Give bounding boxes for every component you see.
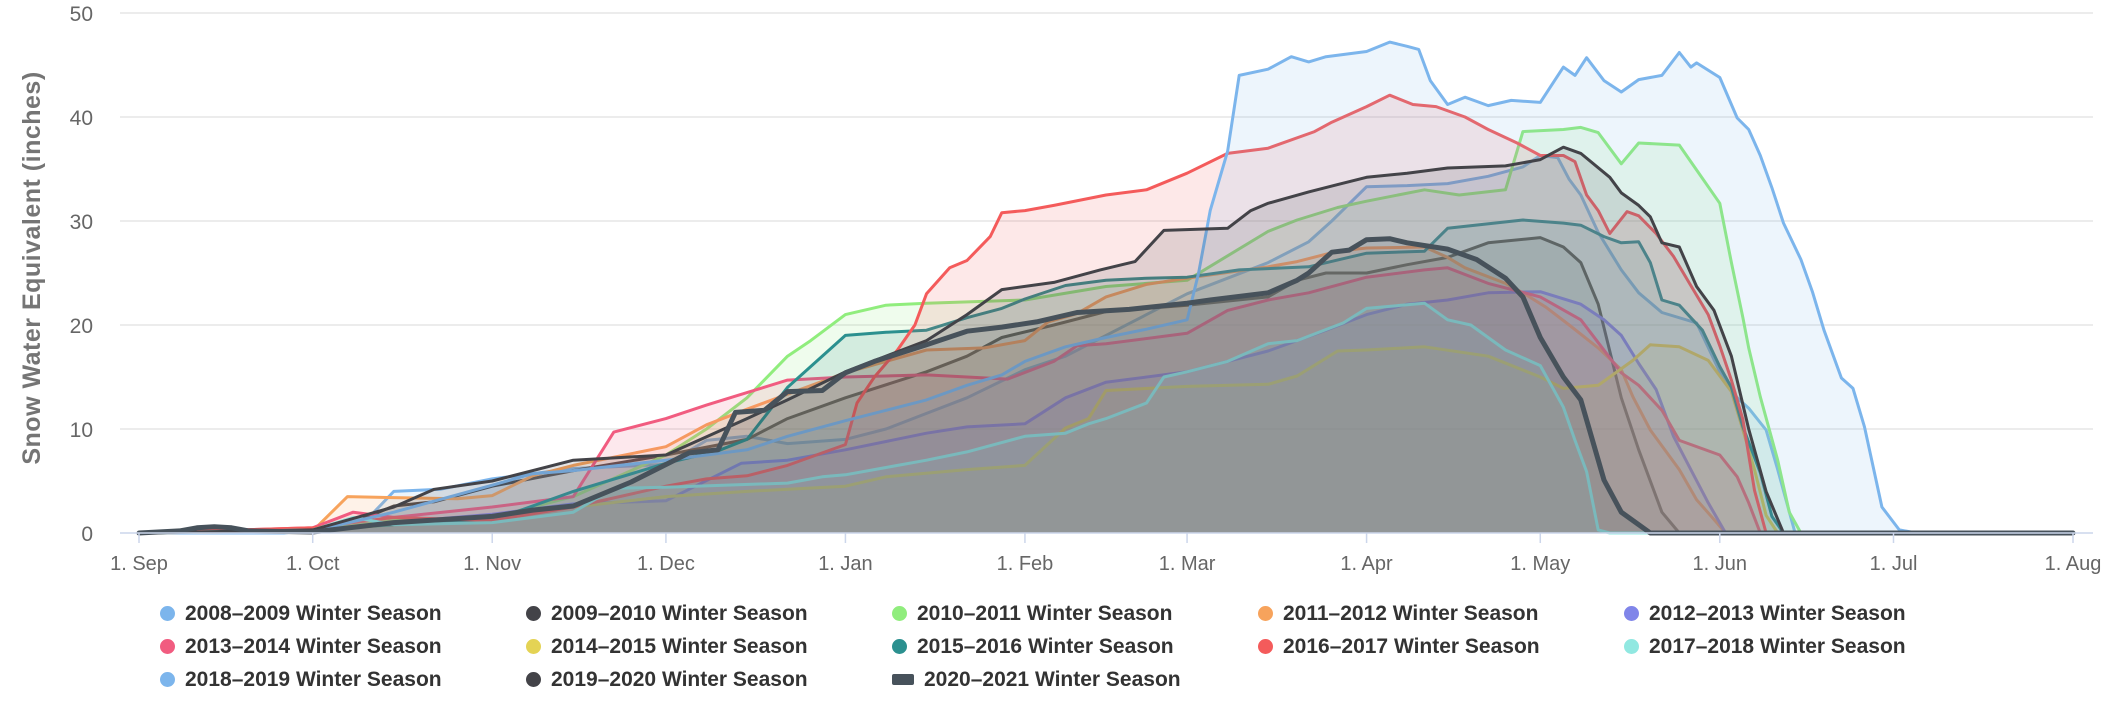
legend-label: 2009–2010 Winter Season (551, 601, 808, 625)
series-layer (136, 40, 2076, 536)
y-tick-label: 40 (70, 107, 93, 130)
legend-label: 2011–2012 Winter Season (1283, 601, 1539, 625)
legend-label: 2015–2016 Winter Season (917, 634, 1174, 658)
x-tick-label: 1. May (1510, 553, 1570, 575)
x-tick-label: 1. Dec (637, 553, 695, 575)
y-tick-label: 20 (70, 315, 93, 338)
legend-item[interactable]: 2010–2011 Winter Season (892, 597, 1258, 630)
x-tick-label: 1. Apr (1340, 553, 1393, 575)
legend-circle-marker-icon (160, 606, 175, 621)
legend-item[interactable]: 2020–2021 Winter Season (892, 663, 1258, 696)
legend-item[interactable]: 2016–2017 Winter Season (1258, 630, 1624, 663)
y-tick-label: 10 (70, 419, 93, 442)
x-tick-label: 1. Mar (1159, 553, 1216, 575)
legend-label: 2019–2020 Winter Season (551, 667, 808, 691)
y-tick-label: 0 (81, 523, 93, 546)
series-area (139, 267, 2073, 533)
x-tick-label: 1. Oct (286, 553, 340, 575)
legend-circle-marker-icon (526, 606, 541, 621)
legend-circle-marker-icon (1624, 639, 1639, 654)
x-tick-label: 1. Aug (2045, 553, 2102, 575)
legend-label: 2018–2019 Winter Season (185, 667, 442, 691)
legend-item[interactable]: 2019–2020 Winter Season (526, 663, 892, 696)
legend-item[interactable]: 2014–2015 Winter Season (526, 630, 892, 663)
series-line (137, 40, 2075, 535)
x-tick-label: 1. Jun (1693, 553, 1747, 575)
legend-label: 2008–2009 Winter Season (185, 601, 442, 625)
y-tick-label: 50 (70, 3, 93, 26)
y-tick-label: 30 (70, 211, 93, 234)
series-area (139, 238, 2073, 533)
y-axis-title: Snow Water Equivalent (inches) (18, 71, 46, 464)
legend-item[interactable]: 2009–2010 Winter Season (526, 597, 892, 630)
x-tick-label: 1. Jul (1870, 553, 1918, 575)
x-tick-label: 1. Jan (818, 553, 872, 575)
series-area (139, 220, 2073, 533)
legend-label: 2010–2011 Winter Season (917, 601, 1173, 625)
legend-circle-marker-icon (160, 639, 175, 654)
legend-item[interactable]: 2011–2012 Winter Season (1258, 597, 1624, 630)
legend-item[interactable]: 2015–2016 Winter Season (892, 630, 1258, 663)
legend-label: 2013–2014 Winter Season (185, 634, 442, 658)
axes: 0 10 20 30 40 50 1. Sep 1. Oct 1. Nov 1. Dec 1. Ja… (70, 3, 2102, 575)
series-line (137, 145, 2075, 535)
series-line (137, 266, 2075, 535)
legend-circle-marker-icon (1258, 606, 1273, 621)
legend-circle-marker-icon (1624, 606, 1639, 621)
series-area (139, 42, 2073, 533)
series-area (139, 291, 2073, 533)
legend-item[interactable]: 2008–2009 Winter Season (160, 597, 526, 630)
legend-circle-marker-icon (892, 606, 907, 621)
series-line (137, 343, 2075, 535)
legend-circle-marker-icon (526, 672, 541, 687)
series-line (137, 218, 2075, 535)
legend-label: 2016–2017 Winter Season (1283, 634, 1540, 658)
legend-line-marker-icon (892, 674, 914, 685)
series-line (137, 290, 2075, 535)
x-tick-label: 1. Sep (110, 553, 168, 575)
series-line (137, 125, 2075, 535)
legend-label: 2014–2015 Winter Season (551, 634, 808, 658)
legend-item[interactable]: 2013–2014 Winter Season (160, 630, 526, 663)
legend-circle-marker-icon (526, 639, 541, 654)
x-tick-label: 1. Nov (463, 553, 521, 575)
legend-circle-marker-icon (892, 639, 907, 654)
legend-item[interactable]: 2012–2013 Winter Season (1624, 597, 1990, 630)
legend-item[interactable]: 2017–2018 Winter Season (1624, 630, 1990, 663)
series-line (136, 236, 2076, 536)
legend-item[interactable]: 2018–2019 Winter Season (160, 663, 526, 696)
legend-label: 2020–2021 Winter Season (924, 667, 1181, 691)
legend: 2008–2009 Winter Season 2009–2010 Winter … (160, 597, 1990, 696)
x-tick-label: 1. Feb (997, 553, 1054, 575)
legend-label: 2017–2018 Winter Season (1649, 634, 1906, 658)
legend-circle-marker-icon (1258, 639, 1273, 654)
series-area (139, 303, 2073, 533)
legend-circle-marker-icon (160, 672, 175, 687)
legend-label: 2012–2013 Winter Season (1649, 601, 1906, 625)
